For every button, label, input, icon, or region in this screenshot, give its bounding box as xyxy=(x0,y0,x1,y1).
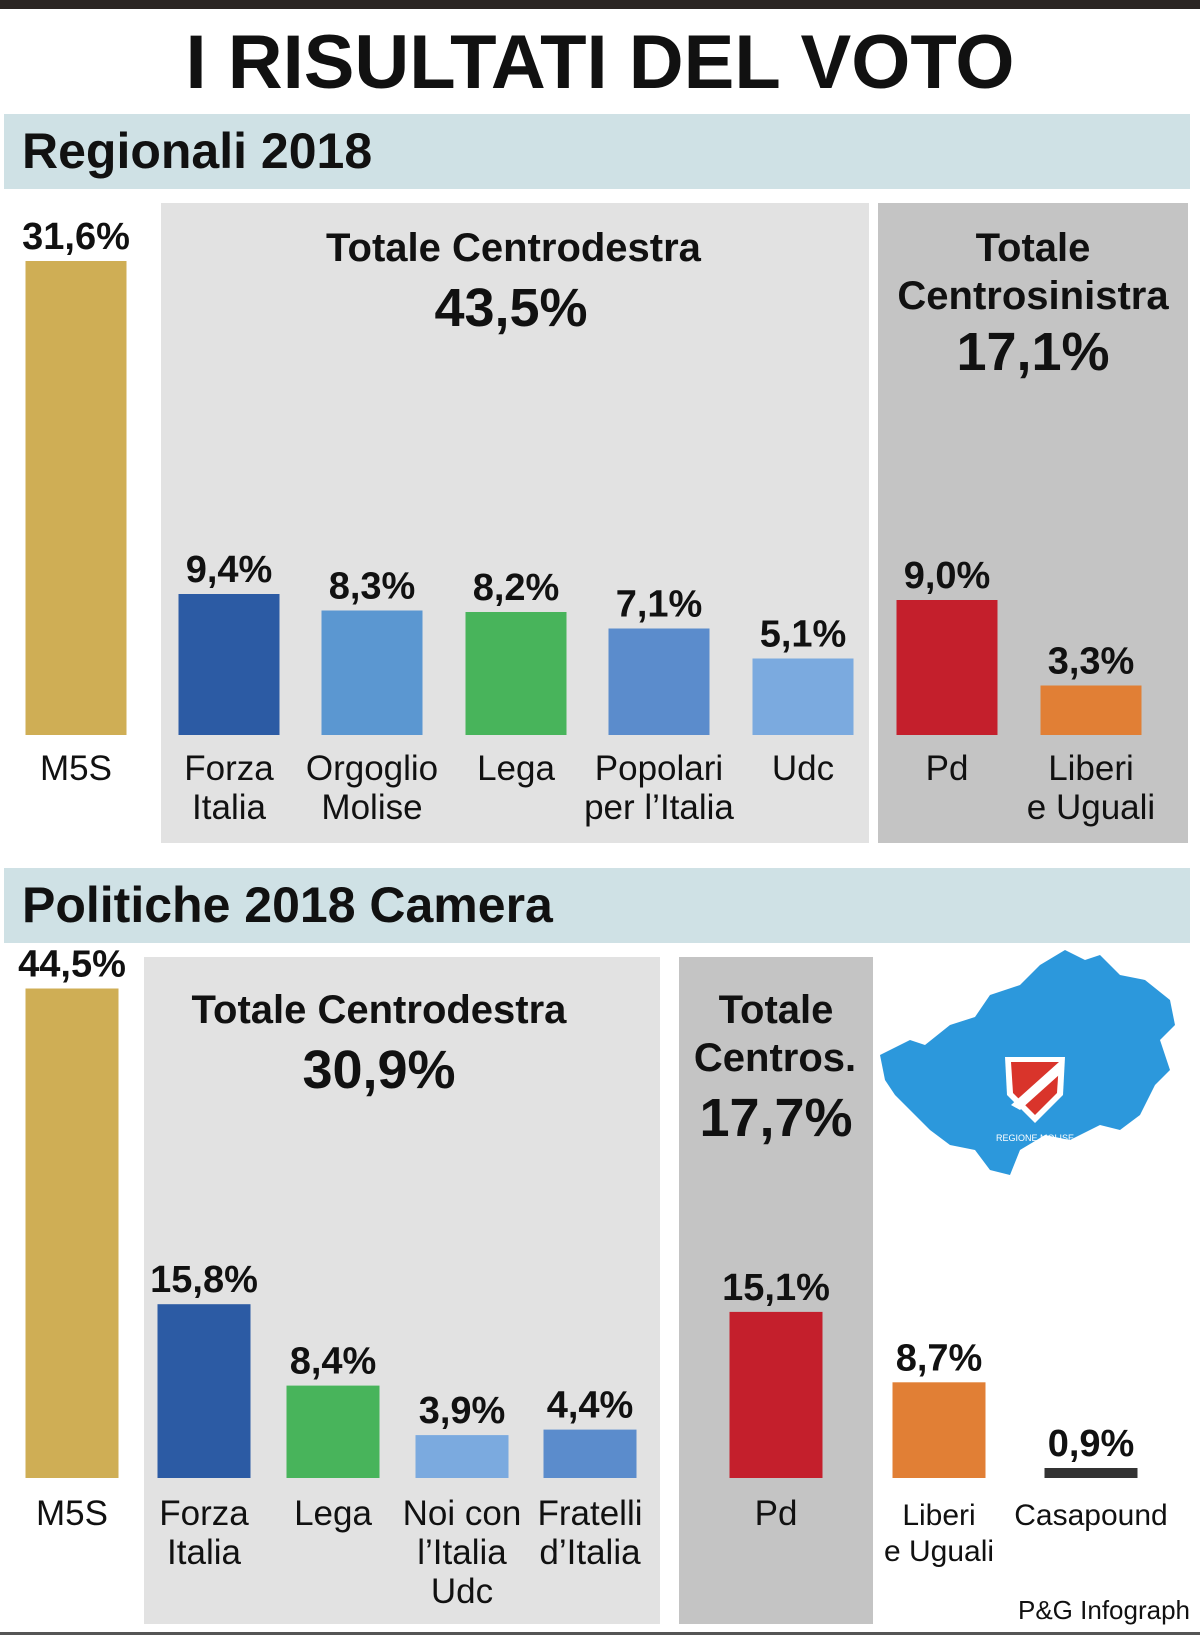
value-label-regionali-7: 3,3% xyxy=(1048,641,1135,683)
category-label-politiche-3-2: Udc xyxy=(431,1572,493,1611)
value-label-regionali-1: 9,4% xyxy=(186,549,273,591)
category-label-regionali-0-0: M5S xyxy=(40,749,112,788)
value-label-regionali-5: 5,1% xyxy=(760,614,847,656)
category-label-politiche-1-0: Forza xyxy=(159,1494,249,1533)
bar-politiche-1 xyxy=(157,1304,251,1478)
category-label-regionali-2-0: Orgoglio xyxy=(306,749,438,788)
section-header-politiche: Politiche 2018 Camera xyxy=(4,868,1190,943)
category-label-politiche-3-0: Noi con xyxy=(403,1494,522,1533)
total-centrodestra-label-politiche: Totale Centrodestra xyxy=(191,988,567,1032)
value-label-politiche-0: 44,5% xyxy=(18,944,126,986)
panel-centrosinistra-regionali xyxy=(878,203,1188,843)
total-centrosinistra-value-politiche: 17,7% xyxy=(699,1088,853,1148)
category-label-politiche-4-0: Fratelli xyxy=(537,1494,642,1533)
total-centrodestra-value-regionali: 43,5% xyxy=(434,278,588,338)
panel-centrodestra-regionali xyxy=(161,203,869,843)
total-centrosinistra-label-line2-regionali: Centrosinistra xyxy=(897,274,1169,318)
category-label-regionali-4-0: Popolari xyxy=(595,749,723,788)
value-label-politiche-7: 0,9% xyxy=(1048,1423,1135,1465)
category-label-regionali-7-0: Liberi xyxy=(1048,749,1134,788)
panel-centrosinistra-politiche xyxy=(679,957,873,1624)
bar-regionali-2 xyxy=(321,610,423,735)
value-label-politiche-3: 3,9% xyxy=(419,1390,506,1432)
bar-politiche-7 xyxy=(1044,1468,1138,1478)
bottom-rule xyxy=(0,1632,1200,1635)
bar-regionali-5 xyxy=(752,658,854,735)
category-label-politiche-6-0: Liberi xyxy=(902,1499,975,1532)
bar-regionali-4 xyxy=(608,628,710,735)
section-header-regionali: Regionali 2018 xyxy=(4,114,1190,189)
value-label-regionali-2: 8,3% xyxy=(329,566,416,608)
category-label-politiche-6-1: e Uguali xyxy=(884,1535,994,1568)
bar-regionali-0 xyxy=(25,261,127,735)
category-label-politiche-4-1: d’Italia xyxy=(539,1533,641,1572)
bar-politiche-0 xyxy=(25,988,119,1478)
value-label-politiche-4: 4,4% xyxy=(547,1385,634,1427)
bar-politiche-4 xyxy=(543,1429,637,1478)
bar-politiche-6 xyxy=(892,1382,986,1478)
category-label-regionali-6-0: Pd xyxy=(926,749,969,788)
bar-regionali-6 xyxy=(896,600,998,735)
total-centrosinistra-value-regionali: 17,1% xyxy=(956,322,1110,382)
category-label-regionali-1-1: Italia xyxy=(192,788,266,827)
molise-map-icon: REGIONE MOLISE xyxy=(880,950,1175,1175)
total-centrosinistra-label-line1-politiche: Totale xyxy=(718,988,834,1032)
top-rule xyxy=(0,0,1200,9)
total-centrosinistra-label-line2-politiche: Centros. xyxy=(693,1036,857,1080)
bar-politiche-2 xyxy=(286,1385,380,1478)
value-label-politiche-2: 8,4% xyxy=(290,1341,377,1383)
category-label-regionali-1-0: Forza xyxy=(184,749,274,788)
credit: P&G Infograph xyxy=(1018,1595,1190,1625)
category-label-politiche-3-1: l’Italia xyxy=(417,1533,507,1572)
category-label-politiche-2-0: Lega xyxy=(294,1494,372,1533)
category-label-regionali-7-1: e Uguali xyxy=(1027,788,1155,827)
category-label-politiche-1-1: Italia xyxy=(167,1533,241,1572)
category-label-regionali-3-0: Lega xyxy=(477,749,555,788)
value-label-politiche-5: 15,1% xyxy=(722,1267,830,1309)
value-label-politiche-6: 8,7% xyxy=(896,1337,983,1379)
bar-regionali-7 xyxy=(1040,685,1142,735)
map-label: REGIONE MOLISE xyxy=(996,1133,1074,1143)
bar-regionali-3 xyxy=(465,612,567,735)
bar-regionali-1 xyxy=(178,594,280,735)
total-centrodestra-label-regionali: Totale Centrodestra xyxy=(326,226,701,270)
category-label-politiche-7-0: Casapound xyxy=(1014,1499,1167,1532)
total-centrosinistra-label-line1-regionali: Totale xyxy=(975,226,1091,270)
bar-politiche-5 xyxy=(729,1311,823,1478)
value-label-regionali-4: 7,1% xyxy=(616,584,703,626)
category-label-regionali-5-0: Udc xyxy=(772,749,834,788)
section-title-politiche: Politiche 2018 Camera xyxy=(22,877,553,933)
value-label-politiche-1: 15,8% xyxy=(150,1259,258,1301)
panel-centrodestra-politiche xyxy=(144,957,660,1624)
category-label-regionali-2-1: Molise xyxy=(321,788,422,827)
category-label-politiche-5-0: Pd xyxy=(755,1494,798,1533)
section-title-regionali: Regionali 2018 xyxy=(22,123,373,179)
value-label-regionali-0: 31,6% xyxy=(22,216,130,258)
page-title: I RISULTATI DEL VOTO xyxy=(185,20,1015,105)
category-label-politiche-0-0: M5S xyxy=(36,1494,108,1533)
bar-politiche-3 xyxy=(415,1435,509,1478)
category-label-regionali-4-1: per l’Italia xyxy=(584,788,734,827)
total-centrodestra-value-politiche: 30,9% xyxy=(302,1040,456,1100)
value-label-regionali-3: 8,2% xyxy=(473,567,560,609)
value-label-regionali-6: 9,0% xyxy=(904,555,991,597)
